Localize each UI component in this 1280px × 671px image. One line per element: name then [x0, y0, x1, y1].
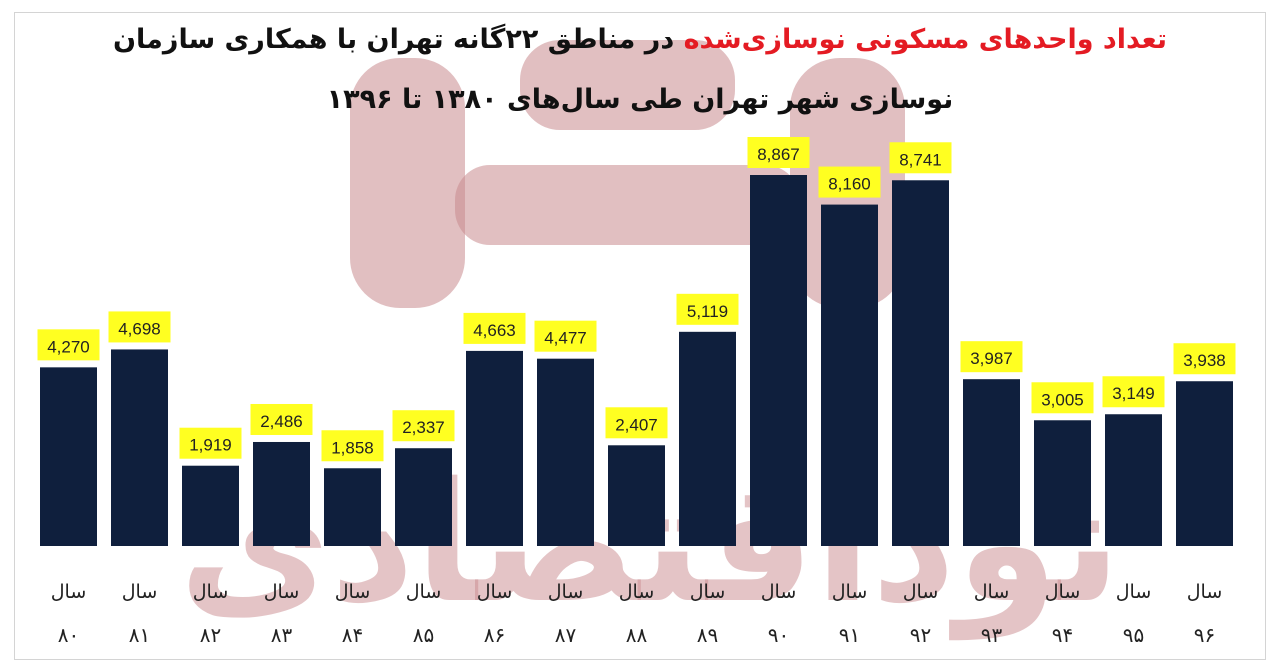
bar-8	[608, 445, 665, 546]
x-tick-label-10: ۹۰	[768, 623, 789, 647]
data-label-14: 3,005	[1041, 390, 1084, 409]
data-label-1: 4,698	[118, 319, 161, 338]
data-label-11: 8,160	[828, 175, 871, 194]
x-tick-label-12: ۹۲	[910, 623, 931, 647]
data-label-4: 1,858	[331, 438, 374, 457]
bar-12	[892, 180, 949, 546]
chart-title-line1: تعداد واحدهای مسکونی نوسازی‌شده در مناطق…	[0, 24, 1280, 55]
bar-16	[1176, 381, 1233, 546]
bar-0	[40, 367, 97, 546]
x-tick-prefix-8: سال	[619, 581, 655, 603]
x-tick-label-2: ۸۲	[200, 623, 221, 647]
bar-15	[1105, 414, 1162, 546]
x-tick-prefix-6: سال	[477, 581, 513, 603]
data-label-bg-4	[321, 430, 384, 462]
data-label-bg-7	[534, 320, 597, 352]
x-tick-prefix-11: سال	[832, 581, 868, 603]
bar-4	[324, 468, 381, 546]
x-tick-label-14: ۹۴	[1052, 623, 1073, 647]
chart-title-line2: نوسازی شهر تهران طی سال‌های ۱۳۸۰ تا ۱۳۹۶	[326, 84, 954, 115]
bar-5	[395, 448, 452, 546]
data-label-bg-5	[392, 410, 455, 442]
bar-3	[253, 441, 310, 546]
x-tick-label-0: ۸۰	[58, 623, 79, 647]
data-label-3: 2,486	[260, 412, 303, 431]
data-label-15: 3,149	[1112, 384, 1155, 403]
data-label-5: 2,337	[402, 418, 445, 437]
x-tick-prefix-0: سال	[51, 581, 87, 603]
data-label-13: 3,987	[970, 349, 1013, 368]
data-label-bg-6	[463, 312, 526, 344]
data-label-bg-9	[676, 293, 739, 325]
x-tick-prefix-14: سال	[1045, 581, 1081, 603]
data-label-16: 3,938	[1183, 351, 1226, 370]
bar-6	[466, 350, 523, 546]
data-label-bg-0	[37, 329, 100, 361]
data-label-bg-12	[889, 142, 952, 174]
chart-title-rest: در مناطق ۲۲گانه تهران با همکاری سازمان	[113, 24, 684, 55]
x-tick-prefix-4: سال	[335, 581, 371, 603]
data-label-bg-10	[747, 137, 810, 168]
data-label-bg-13	[960, 341, 1023, 373]
x-tick-label-6: ۸۶	[484, 623, 505, 647]
data-label-bg-1	[108, 311, 171, 343]
chart-title-red: تعداد واحدهای مسکونی نوسازی‌شده	[683, 24, 1167, 55]
bar-2	[182, 465, 239, 546]
x-tick-label-15: ۹۵	[1123, 623, 1144, 647]
x-tick-label-13: ۹۳	[981, 623, 1003, 647]
data-label-bg-3	[250, 403, 313, 435]
x-tick-label-11: ۹۱	[839, 623, 860, 647]
x-tick-prefix-15: سال	[1116, 581, 1152, 603]
x-tick-prefix-9: سال	[690, 581, 726, 603]
data-label-10: 8,867	[757, 145, 800, 164]
data-label-bg-11	[818, 166, 881, 198]
x-tick-label-9: ۸۹	[697, 623, 718, 647]
x-tick-prefix-1: سال	[122, 581, 158, 603]
x-tick-label-7: ۸۷	[555, 623, 577, 647]
x-tick-label-16: ۹۶	[1194, 623, 1215, 647]
bar-11	[821, 204, 878, 547]
x-tick-prefix-5: سال	[406, 581, 442, 603]
x-tick-label-3: ۸۳	[271, 623, 293, 647]
x-tick-prefix-10: سال	[761, 581, 797, 603]
data-label-6: 4,663	[473, 321, 516, 340]
x-tick-prefix-3: سال	[264, 581, 300, 603]
x-tick-label-5: ۸۵	[413, 623, 434, 647]
data-label-bg-16	[1173, 343, 1236, 375]
x-tick-prefix-13: سال	[974, 581, 1010, 603]
data-label-0: 4,270	[47, 337, 90, 356]
x-tick-label-1: ۸۱	[129, 623, 150, 647]
data-label-bg-14	[1031, 382, 1094, 414]
data-label-8: 2,407	[615, 415, 658, 434]
x-tick-label-8: ۸۸	[626, 623, 648, 647]
data-label-bg-8	[605, 407, 668, 439]
bar-10	[750, 175, 807, 546]
x-tick-prefix-2: سال	[193, 581, 229, 603]
data-label-7: 4,477	[544, 329, 587, 348]
x-tick-prefix-16: سال	[1187, 581, 1223, 603]
data-label-12: 8,741	[899, 150, 942, 169]
bar-1	[111, 349, 168, 546]
x-tick-prefix-7: سال	[548, 581, 584, 603]
data-label-2: 1,919	[189, 436, 232, 455]
bar-7	[537, 358, 594, 546]
bar-13	[963, 379, 1020, 546]
data-label-9: 5,119	[687, 302, 728, 321]
x-tick-prefix-12: سال	[903, 581, 939, 603]
bar-9	[679, 331, 736, 546]
data-label-bg-15	[1102, 376, 1165, 408]
data-label-bg-2	[179, 427, 242, 459]
x-tick-label-4: ۸۴	[342, 623, 363, 647]
bar-14	[1034, 420, 1091, 546]
